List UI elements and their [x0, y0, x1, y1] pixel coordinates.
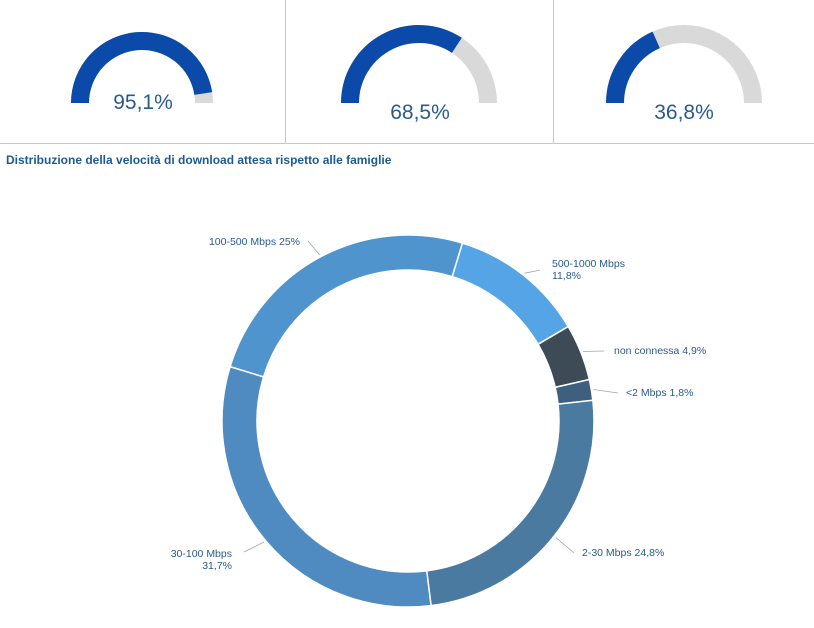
gauge-3	[606, 25, 762, 104]
gauge-panel-1: 95,1%	[0, 0, 286, 143]
gauge-2	[341, 25, 497, 104]
gauge-3-value: 36,8%	[654, 101, 714, 124]
chart-title: Distribuzione della velocità di download…	[6, 153, 392, 167]
slice-leader-line	[593, 389, 619, 394]
slice-label: 2-30 Mbps 24,8%	[582, 547, 664, 559]
gauge-3-fill	[606, 31, 661, 104]
slice-leader-line	[555, 537, 575, 554]
slice-label: 100-500 Mbps 25%	[209, 236, 300, 248]
donut-slice[interactable]	[229, 234, 464, 378]
donut-slice[interactable]	[425, 399, 595, 607]
slice-label: 30-100 Mbps 31,7%	[171, 548, 232, 572]
gauge-2-value: 68,5%	[390, 101, 450, 124]
slice-label: 500-1000 Mbps 11,8%	[552, 258, 625, 282]
gauge-panel-2: 68,5%	[285, 0, 554, 143]
slice-leader-line	[243, 541, 265, 553]
gauge-row: 95,1% 68,5% 36,8%	[0, 0, 814, 144]
slice-leader-line	[582, 350, 605, 352]
slice-label: <2 Mbps 1,8%	[626, 387, 693, 399]
gauge-2-fill	[341, 25, 462, 104]
slice-leader-line	[307, 240, 321, 256]
donut-slice[interactable]	[451, 242, 570, 346]
gauge-1-value: 95,1%	[113, 91, 173, 114]
gauge-1	[71, 31, 213, 104]
donut-slice[interactable]	[221, 365, 432, 608]
slice-label: non connessa 4,9%	[614, 345, 706, 357]
gauge-panel-3: 36,8%	[554, 0, 814, 143]
slice-leader-line	[524, 269, 541, 274]
gauge-1-fill	[71, 31, 213, 104]
